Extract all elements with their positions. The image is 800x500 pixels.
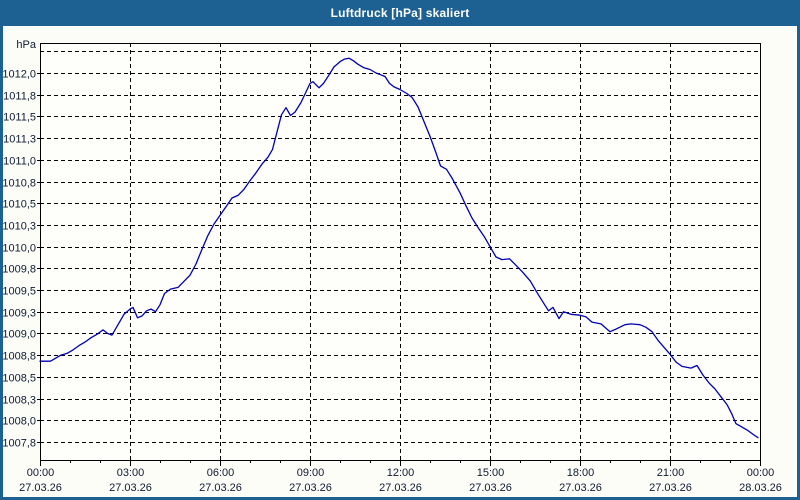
chart-area: 1012,0 1011,8 1011,5 1011,3 1011,0 1010,8 1010… (3, 26, 797, 497)
x-tick-time-label: 00:00 (747, 467, 775, 479)
pressure-curve (39, 57, 759, 439)
x-tick-time-label: 06:00 (207, 467, 235, 479)
x-tick-date-label: 27.03.26 (199, 482, 242, 494)
y-tick-label: 1008,5 (3, 373, 36, 385)
y-tick-label: 1007,8 (3, 438, 36, 450)
window-titlebar: Luftdruck [hPa] skaliert (0, 0, 800, 26)
y-tick-label: 1009,3 (3, 308, 36, 320)
y-tick-label: 1011,0 (3, 156, 36, 168)
y-tick-label: 1009,5 (3, 286, 36, 298)
x-tick-time-label: 09:00 (297, 467, 325, 479)
x-tick-time-label: 12:00 (387, 467, 415, 479)
y-axis-unit-label: hPa (16, 39, 36, 51)
y-tick-label: 1008,0 (3, 416, 36, 428)
x-tick-date-label: 27.03.26 (19, 482, 62, 494)
y-tick-label: 1009,8 (3, 264, 36, 276)
plot-background (40, 43, 760, 460)
chart-svg: 1012,0 1011,8 1011,5 1011,3 1011,0 1010,8 1010… (3, 39, 782, 494)
y-tick-label: 1009,0 (3, 329, 36, 341)
x-tick-date-label: 27.03.26 (649, 482, 692, 494)
x-tick-time-label: 03:00 (117, 467, 145, 479)
window-title: Luftdruck [hPa] skaliert (330, 6, 470, 20)
x-tick-date-label: 27.03.26 (559, 482, 602, 494)
x-tick-time-label: 21:00 (657, 467, 685, 479)
y-tick-label: 1012,0 (3, 69, 36, 81)
y-tick-label: 1010,5 (3, 199, 36, 211)
plot-border (40, 43, 761, 461)
y-tick-label: 1008,8 (3, 351, 36, 363)
y-tick-label: 1008,3 (3, 395, 36, 407)
y-tick-label: 1010,3 (3, 221, 36, 233)
x-tick-date-label: 27.03.26 (289, 482, 332, 494)
y-tick-label: 1010,8 (3, 178, 36, 190)
x-tick-time-label: 18:00 (567, 467, 595, 479)
x-tick-date-label: 27.03.26 (469, 482, 512, 494)
x-tick-time-label: 15:00 (477, 467, 505, 479)
y-tick-label: 1011,8 (3, 91, 36, 103)
y-tick-label: 1011,3 (3, 134, 36, 146)
x-tick-time-label: 00:00 (27, 467, 55, 479)
x-tick-date-label: 27.03.26 (379, 482, 422, 494)
y-tick-label: 1011,5 (3, 112, 36, 124)
y-tick-label: 1010,0 (3, 243, 36, 255)
x-tick-date-label: 27.03.26 (109, 482, 152, 494)
x-tick-date-label: 28.03.26 (739, 482, 782, 494)
